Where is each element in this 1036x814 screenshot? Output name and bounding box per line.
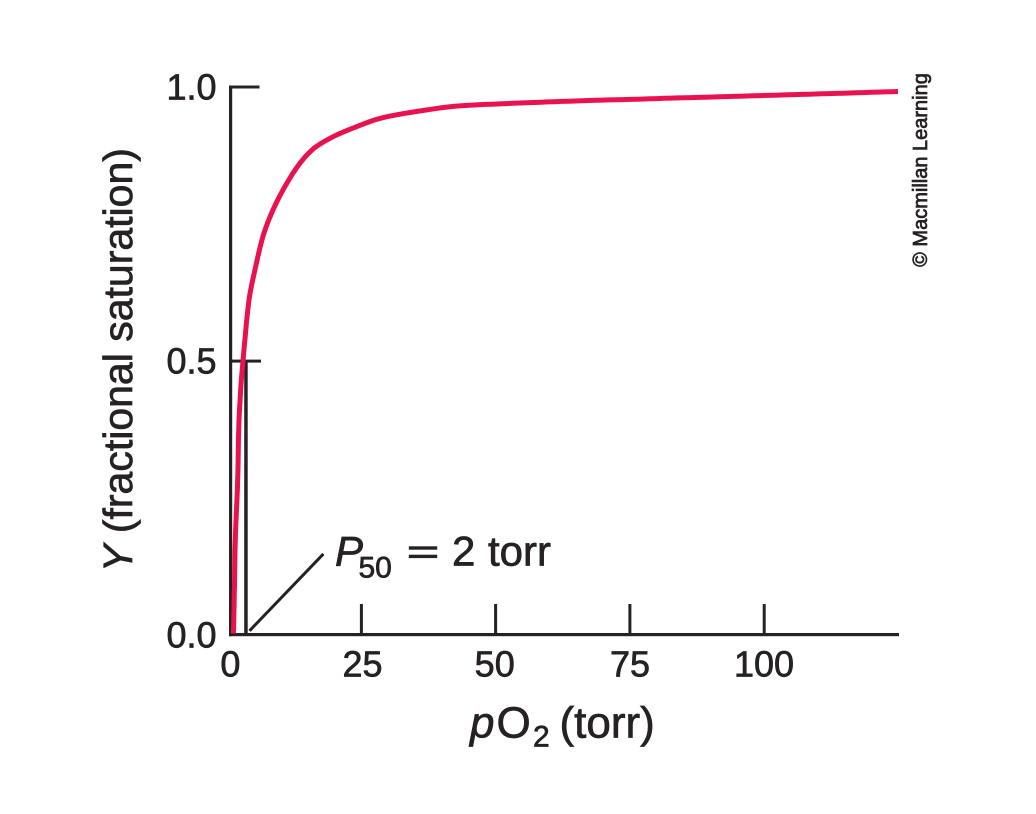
svg-text:0.5: 0.5 xyxy=(166,341,216,382)
svg-text:50: 50 xyxy=(475,644,515,685)
svg-text:75: 75 xyxy=(610,644,650,685)
svg-text:0.0: 0.0 xyxy=(166,615,216,656)
svg-text:100: 100 xyxy=(734,644,794,685)
svg-text:1.0: 1.0 xyxy=(166,67,216,108)
svg-text:0: 0 xyxy=(220,644,240,685)
svg-text:25: 25 xyxy=(342,644,382,685)
svg-text:Y (fractional saturation): Y (fractional saturation) xyxy=(95,148,141,572)
svg-text:© Macmillan Learning: © Macmillan Learning xyxy=(910,73,932,267)
svg-text:pO2(torr): pO2 (torr) xyxy=(468,698,655,753)
